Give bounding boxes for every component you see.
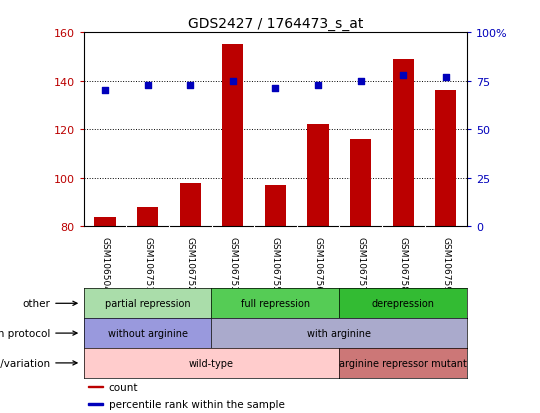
Text: with arginine: with arginine <box>307 328 372 338</box>
Text: GSM106751: GSM106751 <box>143 236 152 291</box>
Point <box>186 82 194 89</box>
Text: GSM106757: GSM106757 <box>356 236 365 291</box>
Bar <box>350 140 372 227</box>
Bar <box>87 386 103 387</box>
Text: percentile rank within the sample: percentile rank within the sample <box>109 399 285 409</box>
Bar <box>137 207 158 227</box>
Point <box>271 86 280 93</box>
Text: GSM106753: GSM106753 <box>228 236 237 291</box>
Point <box>356 78 365 85</box>
Point <box>100 88 109 95</box>
Text: wild-type: wild-type <box>189 358 234 368</box>
Text: arginine repressor mutant: arginine repressor mutant <box>339 358 467 368</box>
Text: growth protocol: growth protocol <box>0 328 77 338</box>
Text: GSM106504: GSM106504 <box>100 236 110 291</box>
Point <box>314 82 322 89</box>
Point <box>442 74 450 81</box>
Bar <box>265 185 286 227</box>
Text: partial repression: partial repression <box>105 299 191 309</box>
Text: genotype/variation: genotype/variation <box>0 358 77 368</box>
Bar <box>94 217 116 227</box>
Bar <box>393 59 414 227</box>
Bar <box>179 183 201 227</box>
Text: GSM106756: GSM106756 <box>314 236 322 291</box>
Bar <box>307 125 329 227</box>
Text: other: other <box>22 299 77 309</box>
Bar <box>222 45 244 227</box>
Text: without arginine: without arginine <box>107 328 187 338</box>
Text: GSM106755: GSM106755 <box>271 236 280 291</box>
Bar <box>435 91 456 227</box>
Point <box>228 78 237 85</box>
Text: full repression: full repression <box>241 299 310 309</box>
Point <box>143 82 152 89</box>
Text: GSM106759: GSM106759 <box>441 236 450 291</box>
Text: GSM106752: GSM106752 <box>186 236 195 291</box>
Title: GDS2427 / 1764473_s_at: GDS2427 / 1764473_s_at <box>188 17 363 31</box>
Text: GSM106758: GSM106758 <box>399 236 408 291</box>
Bar <box>87 404 103 405</box>
Text: count: count <box>109 382 138 392</box>
Text: derepression: derepression <box>372 299 435 309</box>
Point <box>399 72 408 79</box>
